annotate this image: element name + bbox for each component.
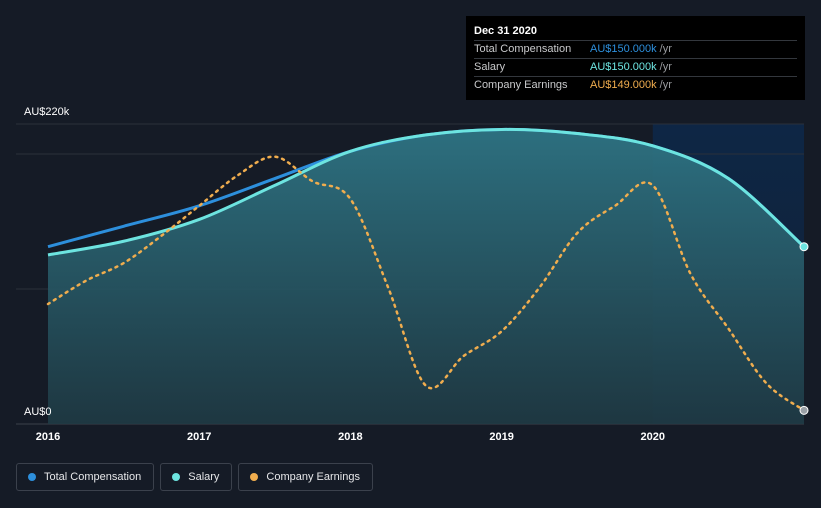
salary-area-fill	[48, 129, 804, 424]
y-axis-top-label: AU$220k	[24, 106, 70, 118]
legend-label: Company Earnings	[266, 471, 360, 483]
x-tick-label: 2019	[489, 431, 513, 443]
earnings-end-marker[interactable]	[799, 405, 809, 415]
legend-dot-icon	[28, 473, 36, 481]
company-earnings-line[interactable]	[46, 155, 806, 412]
legend-item-total-compensation[interactable]: Total Compensation	[16, 463, 155, 491]
legend-item-salary[interactable]: Salary	[160, 463, 233, 491]
tooltip-row-salary: Salary AU$150.000k /yr	[474, 59, 797, 77]
x-tick-label: 2017	[187, 431, 211, 443]
legend-dot-icon	[172, 473, 181, 481]
salary-end-marker[interactable]	[799, 242, 809, 252]
salary-line[interactable]	[47, 127, 806, 257]
x-tick-label: 2020	[641, 431, 665, 443]
tooltip-unit: /yr	[659, 61, 672, 73]
legend-dot-icon	[250, 473, 259, 481]
legend-label: Salary	[188, 471, 220, 483]
tooltip-unit: /yr	[659, 43, 672, 55]
tooltip-label: Company Earnings	[474, 79, 568, 91]
tooltip-row-company-earnings: Company Earnings AU$149.000k /yr	[474, 77, 797, 94]
x-tick-label: 2018	[338, 431, 362, 443]
tooltip-value: AU$150.000k	[590, 61, 657, 73]
tooltip-label: Total Compensation	[474, 43, 572, 55]
chart-tooltip: Dec 31 2020 Total Compensation AU$150.00…	[466, 16, 805, 100]
x-axis-ticks: 2016 2017 2018 2019 2020	[36, 431, 665, 443]
tooltip-unit: /yr	[659, 79, 672, 91]
legend-item-company-earnings[interactable]: Company Earnings	[238, 463, 373, 491]
tooltip-value: AU$150.000k	[590, 43, 657, 55]
chart-legend: Total Compensation Salary Company Earnin…	[16, 463, 373, 491]
y-axis-bottom-label: AU$0	[24, 406, 52, 418]
tooltip-row-total-compensation: Total Compensation AU$150.000k /yr	[474, 41, 797, 59]
legend-label: Total Compensation	[44, 471, 142, 483]
x-tick-label: 2016	[36, 431, 60, 443]
tooltip-value: AU$149.000k	[590, 79, 657, 91]
tooltip-date: Dec 31 2020	[474, 22, 797, 41]
tooltip-label: Salary	[474, 61, 506, 73]
